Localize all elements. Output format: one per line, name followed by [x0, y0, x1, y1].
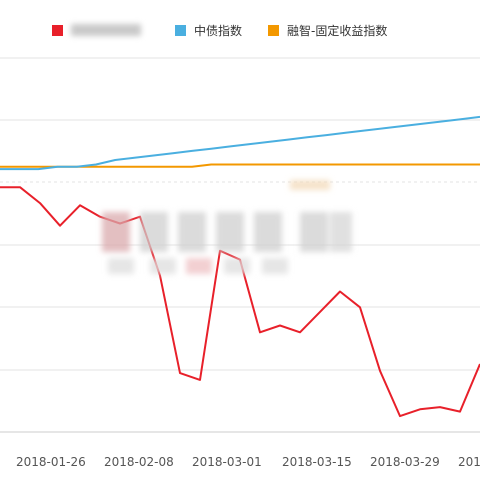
watermark-blur-block [330, 212, 352, 252]
gridlines [0, 57, 480, 433]
watermark-blur-block [216, 212, 244, 252]
legend-label-obscured [71, 21, 141, 40]
x-tick-label: 2018-04-12 [458, 455, 480, 469]
chart-legend: 中债指数 融智-固定收益指数 [0, 20, 480, 40]
legend-item-fixed-income-index[interactable]: 融智-固定收益指数 [268, 20, 387, 40]
x-tick-label: 2018-01-26 [16, 455, 86, 469]
watermark-blur-block [254, 212, 282, 252]
legend-label-fixed-income-index: 融智-固定收益指数 [287, 23, 388, 38]
watermark-blur-block [262, 258, 288, 274]
watermark-blur-block [150, 258, 176, 274]
watermark-blur-block [140, 212, 168, 252]
legend-item-red-series[interactable] [52, 20, 141, 40]
watermark-blur-block [300, 212, 328, 252]
x-axis-tick-labels: 2018-01-26 2018-02-08 2018-03-01 2018-03-15… [16, 455, 480, 469]
x-tick-label: 2018-03-29 [370, 455, 440, 469]
obscured-watermark [102, 180, 352, 274]
watermark-blur-block [178, 212, 206, 252]
watermark-blur-block [290, 180, 330, 190]
legend-label-chinabond-index: 中债指数 [194, 23, 243, 38]
x-tick-label: 2018-03-15 [282, 455, 352, 469]
legend-swatch-orange [268, 24, 279, 36]
watermark-blur-block [186, 258, 212, 274]
legend-swatch-red [52, 24, 63, 36]
legend-item-chinabond-index[interactable]: 中债指数 [175, 20, 242, 40]
watermark-blur-block [102, 212, 130, 252]
x-tick-label: 2018-03-01 [192, 455, 262, 469]
x-tick-label: 2018-02-08 [104, 455, 174, 469]
watermark-blur-block [108, 258, 134, 274]
legend-swatch-blue [175, 24, 186, 36]
series-line-1[interactable] [0, 115, 480, 171]
watermark-blur-block [224, 258, 250, 274]
